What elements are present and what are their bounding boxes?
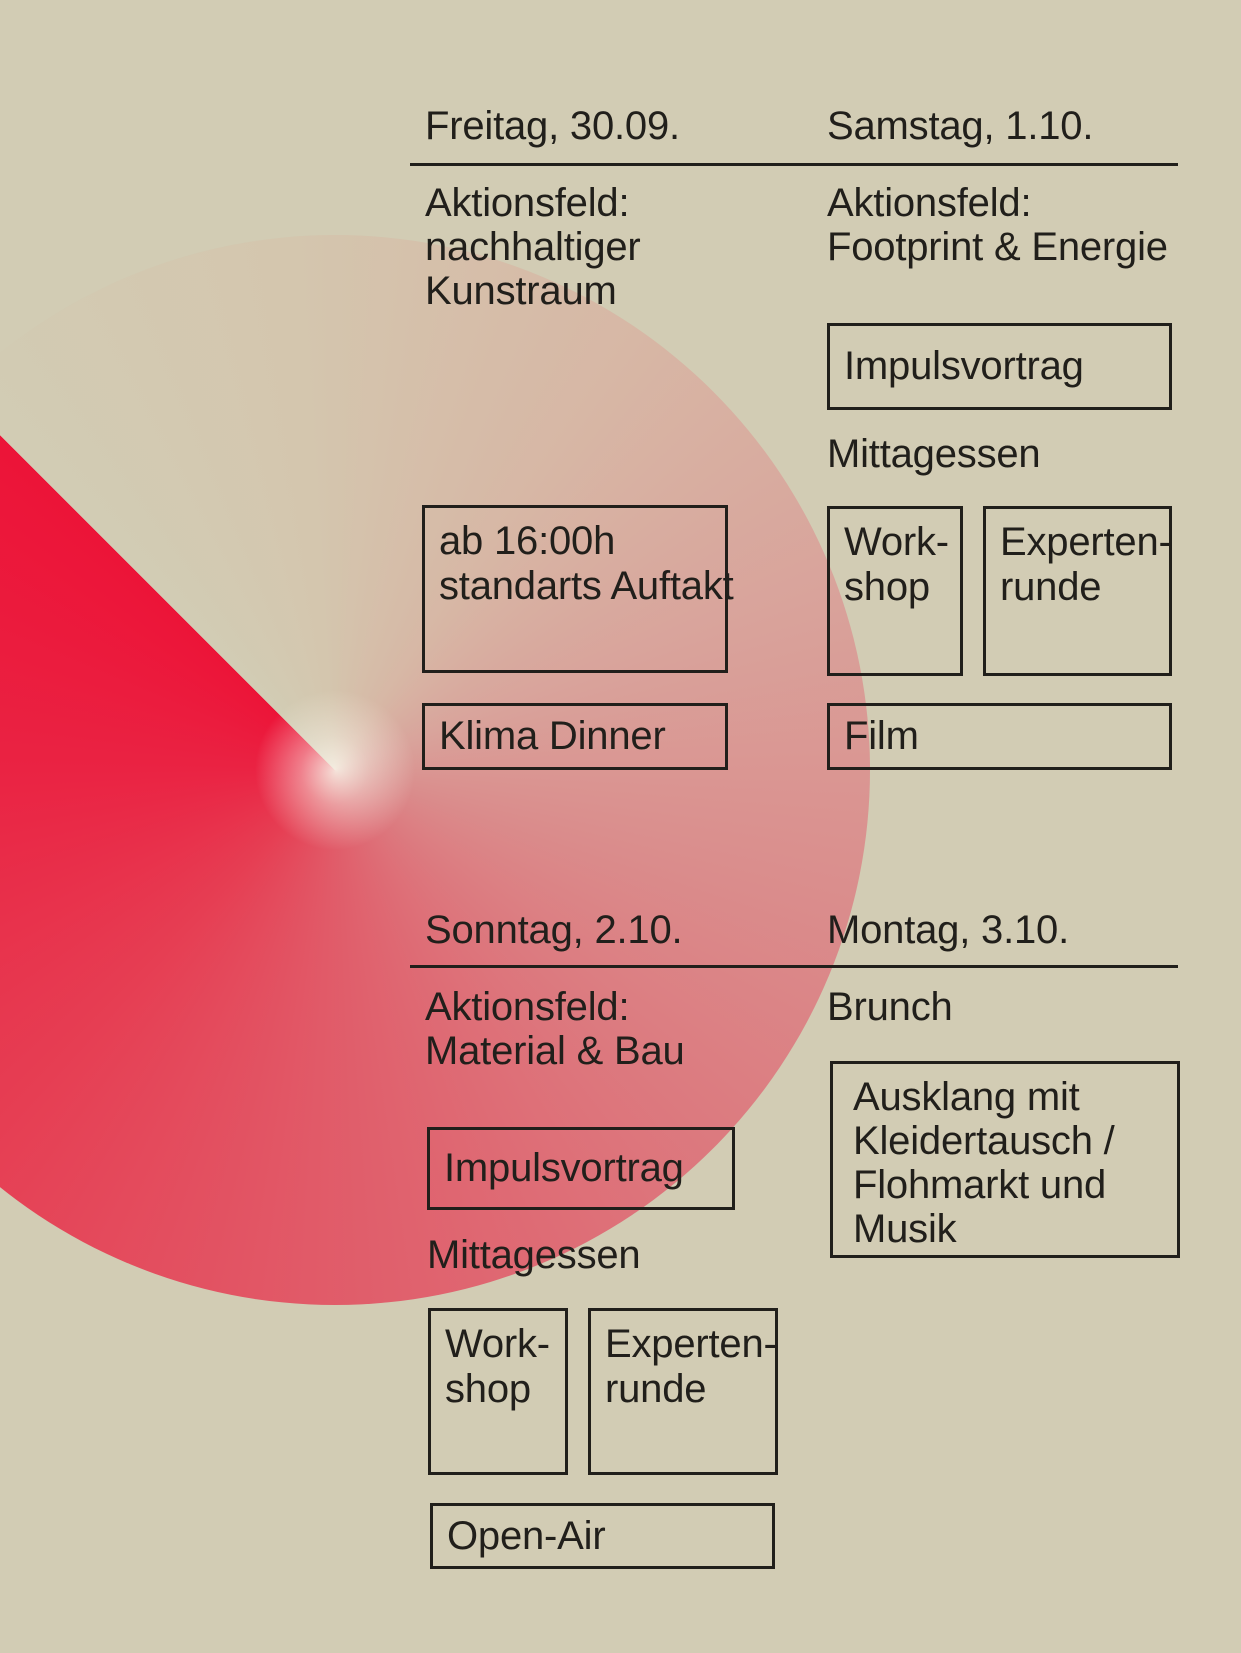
event-box-expertenrunde-sonntag: Experten- runde <box>588 1308 778 1475</box>
aktionsfeld-freitag: Aktionsfeld: nachhaltiger Kunstraum <box>425 181 641 313</box>
section-divider-bottom <box>410 965 1178 968</box>
event-label-line: Musik <box>853 1207 957 1251</box>
event-label-line: ab 16:00h <box>439 519 616 563</box>
event-box-impulsvortrag-samstag: Impulsvortrag <box>827 323 1172 410</box>
day-header-samstag: Samstag, 1.10. <box>827 104 1094 148</box>
event-box-klima-dinner-freitag: Klima Dinner <box>422 703 728 770</box>
event-box-expertenrunde-samstag: Experten- runde <box>983 506 1172 676</box>
event-box-auftakt-freitag: ab 16:00h standarts Auftakt <box>422 505 734 673</box>
event-box-workshop-samstag: Work- shop <box>827 506 963 676</box>
gradient-circle <box>0 235 870 1305</box>
aktionsfeld-line: Footprint & Energie <box>827 225 1168 269</box>
event-label-line: Experten- <box>1000 520 1172 564</box>
event-label-line: Ausklang mit <box>853 1075 1080 1119</box>
aktionsfeld-line: nachhaltiger <box>425 225 641 269</box>
event-label: Film <box>844 714 919 758</box>
day-header-montag: Montag, 3.10. <box>827 908 1070 952</box>
event-mittagessen-samstag: Mittagessen <box>827 432 1041 476</box>
event-label-line: Experten- <box>605 1322 777 1366</box>
section-divider-top <box>410 163 1178 166</box>
aktionsfeld-line: Aktionsfeld: <box>425 985 630 1029</box>
event-label-line: runde <box>1000 565 1102 609</box>
event-label-line: Flohmarkt und <box>853 1163 1107 1207</box>
event-label-line: runde <box>605 1367 707 1411</box>
day-header-sonntag: Sonntag, 2.10. <box>425 908 683 952</box>
event-box-impulsvortrag-sonntag: Impulsvortrag <box>427 1127 735 1210</box>
event-box-workshop-sonntag: Work- shop <box>428 1308 568 1475</box>
aktionsfeld-samstag: Aktionsfeld: Footprint & Energie <box>827 181 1168 269</box>
aktionsfeld-line: Aktionsfeld: <box>827 181 1032 225</box>
event-label: Impulsvortrag <box>444 1146 684 1190</box>
event-label-line: standarts Auftakt <box>439 564 734 608</box>
event-box-ausklang-montag: Ausklang mit Kleidertausch / Flohmarkt u… <box>830 1061 1180 1258</box>
event-label-line: shop <box>445 1367 531 1411</box>
event-brunch-montag: Brunch <box>827 985 953 1029</box>
aktionsfeld-line: Kunstraum <box>425 269 617 313</box>
event-label: Klima Dinner <box>439 714 666 758</box>
event-label-line: Work- <box>844 520 949 564</box>
aktionsfeld-line: Aktionsfeld: <box>425 181 630 225</box>
event-label-line: Kleidertausch / <box>853 1119 1115 1163</box>
event-label-line: shop <box>844 565 930 609</box>
day-header-freitag: Freitag, 30.09. <box>425 104 680 148</box>
event-label: Impulsvortrag <box>844 344 1084 388</box>
event-mittagessen-sonntag: Mittagessen <box>427 1233 641 1277</box>
aktionsfeld-sonntag: Aktionsfeld: Material & Bau <box>425 985 685 1073</box>
event-box-film-samstag: Film <box>827 703 1172 770</box>
event-box-openair-sonntag: Open-Air <box>430 1503 775 1569</box>
event-label: Open-Air <box>447 1513 606 1558</box>
aktionsfeld-line: Material & Bau <box>425 1029 685 1073</box>
event-label-line: Work- <box>445 1322 550 1366</box>
